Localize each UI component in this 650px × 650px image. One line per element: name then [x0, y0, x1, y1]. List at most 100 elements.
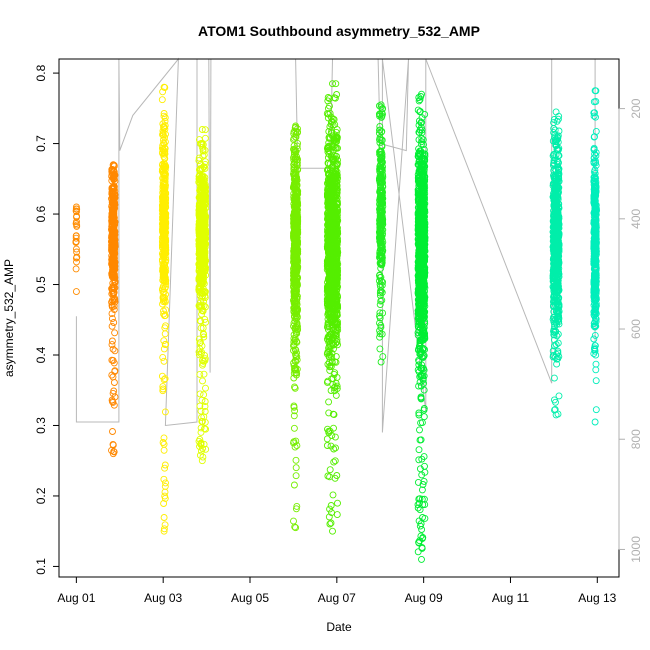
data-point — [110, 319, 118, 326]
data-point — [159, 131, 167, 139]
data-point — [160, 204, 168, 212]
data-point — [111, 393, 119, 401]
data-point — [414, 106, 422, 114]
data-point — [326, 505, 334, 513]
data-point — [111, 329, 119, 337]
data-point — [196, 390, 204, 398]
data-point — [201, 315, 209, 323]
data-point — [108, 337, 116, 345]
data-point — [160, 298, 167, 306]
cluster — [158, 83, 170, 535]
data-point — [110, 176, 118, 183]
data-point — [111, 347, 119, 355]
data-point — [197, 407, 205, 415]
data-point — [110, 162, 118, 170]
data-point — [161, 221, 169, 229]
data-point — [329, 491, 337, 499]
data-point — [160, 307, 167, 315]
data-point — [158, 286, 166, 294]
data-point — [159, 242, 167, 249]
data-point — [108, 315, 116, 323]
data-point — [160, 475, 168, 483]
data-point — [161, 461, 169, 469]
data-point — [161, 221, 169, 229]
cluster — [289, 122, 302, 532]
data-point — [161, 408, 169, 416]
data-point — [161, 240, 169, 248]
data-point — [108, 285, 116, 293]
data-point — [415, 446, 423, 454]
data-point — [195, 335, 203, 343]
data-point — [200, 370, 208, 378]
data-point — [414, 548, 422, 556]
data-point — [161, 258, 169, 266]
data-point — [326, 466, 334, 474]
data-point — [72, 265, 80, 273]
data-point — [161, 174, 169, 182]
data-point — [160, 376, 168, 384]
data-point — [198, 396, 206, 404]
data-point — [198, 294, 206, 302]
data-point — [111, 228, 119, 235]
data-point — [198, 126, 206, 133]
data-point — [159, 387, 167, 395]
data-point — [159, 88, 167, 96]
data-point — [72, 245, 80, 253]
data-point — [160, 192, 167, 200]
data-point — [202, 384, 209, 392]
x-axis-label: Date — [326, 620, 352, 634]
data-point — [161, 172, 169, 180]
data-point — [195, 157, 203, 165]
cluster — [72, 203, 81, 296]
data-point — [418, 555, 425, 563]
data-point — [108, 220, 116, 228]
data-point — [199, 377, 206, 385]
data-point — [111, 240, 119, 248]
data-point — [158, 144, 166, 152]
data-point — [197, 317, 205, 325]
data-point — [199, 417, 206, 425]
data-point — [160, 337, 168, 345]
data-point — [197, 424, 205, 432]
data-point — [110, 217, 118, 225]
data-point — [161, 521, 169, 529]
data-point — [160, 251, 168, 259]
data-point — [72, 238, 80, 246]
data-point — [201, 425, 208, 433]
data-point — [109, 161, 117, 169]
data-point — [108, 215, 116, 223]
data-point — [160, 122, 168, 130]
data-point — [110, 379, 118, 386]
data-point — [110, 270, 118, 278]
data-point — [160, 265, 168, 273]
data-point — [159, 267, 166, 275]
data-point — [160, 201, 168, 209]
data-point — [160, 514, 168, 521]
data-point — [158, 96, 166, 104]
data-point — [159, 439, 167, 446]
data-point — [292, 472, 300, 480]
data-point — [109, 441, 117, 449]
data-point — [201, 134, 209, 142]
data-point — [159, 227, 167, 235]
data-point — [162, 322, 169, 330]
data-point — [161, 297, 169, 305]
data-point — [552, 108, 560, 116]
data-point — [292, 464, 300, 472]
data-point — [108, 256, 116, 264]
data-point — [72, 207, 80, 215]
data-point — [159, 293, 167, 301]
data-point — [333, 511, 341, 519]
points-layer — [72, 80, 600, 563]
data-point — [110, 214, 118, 222]
data-point — [323, 442, 331, 449]
data-point — [108, 341, 116, 349]
data-point — [110, 166, 118, 174]
data-point — [201, 398, 209, 405]
data-point — [73, 258, 80, 266]
cluster — [323, 80, 342, 535]
data-point — [159, 178, 167, 186]
data-point — [334, 499, 341, 507]
data-point — [111, 296, 119, 304]
data-point — [72, 234, 80, 242]
